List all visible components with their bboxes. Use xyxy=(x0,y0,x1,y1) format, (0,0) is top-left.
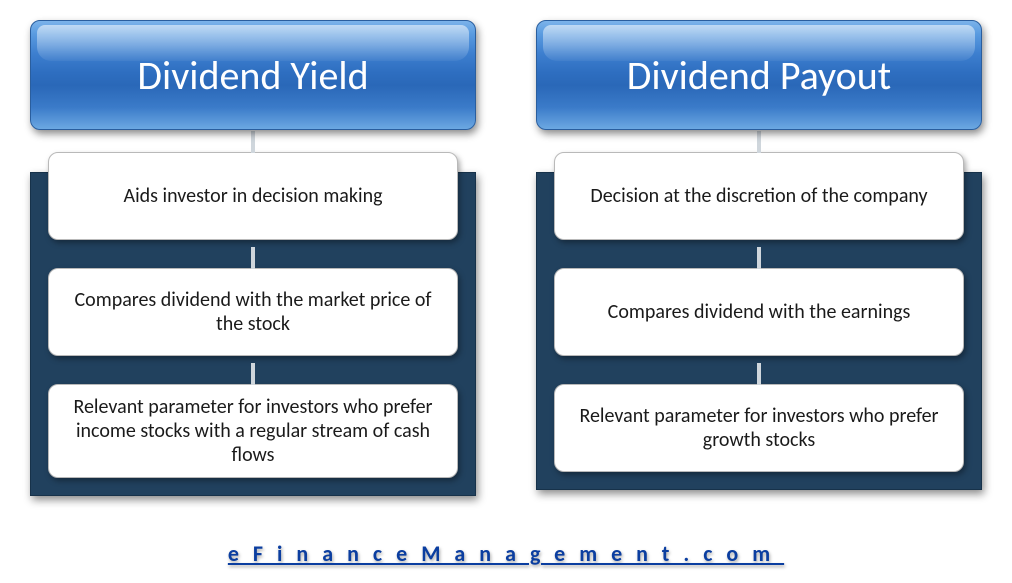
column-title: Dividend Yield xyxy=(137,51,368,100)
diagram-columns: Dividend Yield Aids investor in decision… xyxy=(20,20,992,496)
list-item: Compares dividend with the earnings xyxy=(554,268,964,356)
list-item: Relevant parameter for investors who pre… xyxy=(48,384,458,478)
item-text: Aids investor in decision making xyxy=(124,184,383,208)
item-text: Compares dividend with the market price … xyxy=(67,288,439,336)
column-dividend-yield: Dividend Yield Aids investor in decision… xyxy=(30,20,476,496)
item-text: Relevant parameter for investors who pre… xyxy=(67,395,439,467)
column-body: Decision at the discretion of the compan… xyxy=(536,152,982,490)
list-item: Relevant parameter for investors who pre… xyxy=(554,384,964,472)
list-item: Decision at the discretion of the compan… xyxy=(554,152,964,240)
column-header: Dividend Yield xyxy=(30,20,476,130)
list-item: Aids investor in decision making xyxy=(48,152,458,240)
footer-text: eFinanceManagement.com xyxy=(228,540,784,567)
footer-source-link[interactable]: eFinanceManagement.com xyxy=(0,540,1012,567)
column-title: Dividend Payout xyxy=(627,51,891,100)
item-text: Compares dividend with the earnings xyxy=(608,300,911,324)
item-text: Decision at the discretion of the compan… xyxy=(590,184,927,208)
list-item: Compares dividend with the market price … xyxy=(48,268,458,356)
column-dividend-payout: Dividend Payout Decision at the discreti… xyxy=(536,20,982,496)
column-body: Aids investor in decision making Compare… xyxy=(30,152,476,496)
item-text: Relevant parameter for investors who pre… xyxy=(573,404,945,452)
column-header: Dividend Payout xyxy=(536,20,982,130)
